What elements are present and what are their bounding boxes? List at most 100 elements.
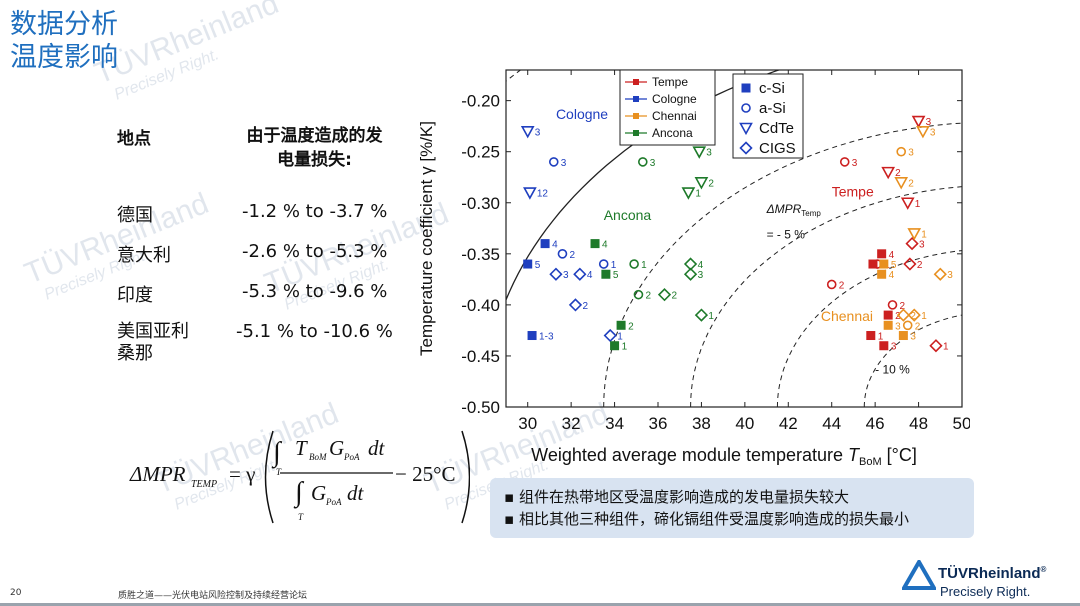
logo-name-text: TÜVRheinland: [938, 565, 1041, 582]
x-axis-label: Weighted average module temperature TBoM…: [531, 445, 917, 468]
data-label: 1: [641, 260, 647, 271]
data-point: [616, 320, 626, 330]
data-label: 2: [672, 291, 678, 302]
x-tick-label: 48: [909, 414, 928, 433]
data-label: 2: [582, 301, 588, 312]
data-label: 2: [569, 250, 575, 261]
data-label: 3: [535, 127, 541, 138]
left-paren: [264, 430, 274, 524]
data-point: [900, 197, 915, 210]
data-label: 5: [891, 260, 897, 271]
data-label: 3: [698, 270, 704, 281]
data-points: 31232543421-3113321451224312132132154232…: [520, 115, 953, 353]
data-point: [879, 341, 889, 351]
data-label: 3: [895, 321, 901, 332]
data-point: [540, 239, 550, 249]
data-point: [523, 187, 537, 200]
data-point: [839, 157, 850, 167]
location-label: Chennai: [821, 308, 873, 324]
x-tick-label: 36: [649, 414, 668, 433]
data-point: [694, 308, 709, 322]
data-point: [557, 249, 568, 259]
chart-annotation: = - 5 %: [767, 228, 806, 242]
x-axis-label-unit: [°C]: [882, 445, 917, 465]
y-tick-label: -0.45: [461, 347, 500, 366]
data-label: 2: [895, 168, 901, 179]
data-point: [916, 125, 930, 139]
y-tick-label: -0.30: [461, 194, 500, 213]
x-axis-label-symbol: T: [848, 445, 861, 465]
formula-num-G: G: [329, 436, 344, 460]
contour-line: [863, 314, 962, 407]
legend-entry: a-Si: [759, 100, 786, 117]
x-tick-label: 44: [822, 414, 841, 433]
table-header-loss-line1: 由于温度造成的发: [246, 126, 383, 146]
data-point: [877, 269, 887, 279]
data-label: 5: [535, 260, 541, 271]
data-point: [527, 331, 537, 341]
y-axis-label: Temperature coefficient γ [%/K]: [417, 121, 436, 356]
formula-num-G-sub: PoA: [343, 452, 360, 462]
bullet-item: ▪ 相比其他三种组件，碲化镉组件受温度影响造成的损失最小: [504, 510, 909, 528]
data-point: [520, 125, 535, 139]
data-point: [601, 269, 611, 279]
formula-den-G-sub: PoA: [325, 497, 342, 507]
data-label: 2: [908, 178, 914, 189]
data-label: 1-3: [539, 332, 554, 343]
data-label: 2: [645, 291, 651, 302]
data-label: 4: [552, 240, 558, 251]
data-label: 1: [622, 342, 628, 353]
formula-den-dt: dt: [347, 481, 365, 505]
x-tick-label: 46: [866, 414, 885, 433]
data-label: 3: [706, 148, 712, 159]
formula-num-T: T: [295, 436, 308, 460]
table-row-loss: -1.2 % to -3.7 %: [242, 201, 388, 222]
data-label: 3: [891, 342, 897, 353]
data-label: 1: [878, 332, 884, 343]
bottom-rule: [0, 603, 1080, 606]
formula-eq: = γ: [229, 462, 255, 486]
legend-entry: Ancona: [652, 126, 693, 140]
data-label: 4: [587, 270, 593, 281]
annotation-text: ΔMPR: [766, 202, 802, 216]
data-label: 4: [889, 270, 895, 281]
x-tick-label: 34: [605, 414, 624, 433]
table-row-loss: -5.3 % to -9.6 %: [242, 281, 388, 302]
data-point: [894, 177, 909, 190]
conclusion-box: ▪ 组件在热带地区受温度影响造成的发电量损失较大 ▪ 相比其他三种组件，碲化镉组…: [490, 478, 974, 538]
data-point: [694, 177, 709, 190]
table-row-location: 意大利: [117, 245, 171, 266]
formula-lhs-sub: TEMP: [191, 479, 217, 490]
table-row-location: 美国亚利 桑那: [117, 321, 189, 365]
plot-frame: [505, 69, 963, 408]
data-point: [548, 157, 559, 167]
footer-text: 质胜之道——光伏电站风险控制及持续经营论坛: [118, 591, 308, 601]
legend-entry: Tempe: [652, 75, 688, 89]
data-label: 3: [650, 158, 656, 169]
data-point: [523, 259, 533, 269]
data-label: 2: [839, 280, 845, 291]
temperature-coefficient-chart: 30 32 34 36 38 40 42 44 46 48 50-0.20-0.25-0.30-0.…: [417, 69, 970, 468]
x-tick-label: 42: [779, 414, 798, 433]
bullet-text: 组件在热带地区受温度影响造成的发电量损失较大: [518, 488, 849, 506]
legend-marker: [633, 113, 639, 119]
data-point: [683, 267, 698, 281]
formula: ΔMPR TEMP = γ ∫ T T BoM G PoA dt ∫ T G P…: [129, 430, 470, 524]
integral-sign: ∫: [271, 437, 283, 469]
legend-marker: [739, 141, 753, 155]
table-row-location: 印度: [117, 285, 153, 306]
data-label: 3: [930, 127, 936, 138]
location-label: Cologne: [556, 106, 608, 122]
right-paren: [461, 430, 470, 524]
data-label: 1: [921, 229, 927, 240]
legend-marker: [741, 103, 751, 113]
data-point: [692, 146, 707, 159]
formula-lhs: ΔMPR: [129, 462, 186, 486]
data-point: [903, 257, 917, 271]
data-label: 3: [852, 158, 858, 169]
data-point: [633, 289, 644, 300]
chart-annotation: ΔMPRTemp: [766, 202, 822, 218]
data-point: [907, 308, 921, 322]
y-tick-label: -0.20: [461, 92, 500, 111]
legend-entry: Cologne: [652, 92, 697, 106]
